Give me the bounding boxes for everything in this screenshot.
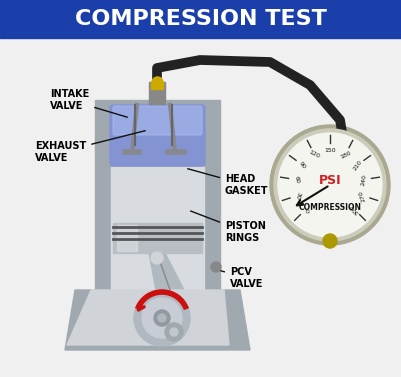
Bar <box>117 225 137 251</box>
Text: 210: 210 <box>351 159 362 171</box>
Bar <box>151 82 162 89</box>
Bar <box>149 82 164 104</box>
Text: 150: 150 <box>323 149 335 153</box>
Bar <box>111 167 203 290</box>
Circle shape <box>273 129 385 241</box>
Text: COMPRESSION: COMPRESSION <box>298 202 360 211</box>
Text: INTAKE
VALVE: INTAKE VALVE <box>50 89 127 117</box>
Circle shape <box>322 234 336 248</box>
Text: 90: 90 <box>298 160 306 170</box>
FancyBboxPatch shape <box>110 105 205 166</box>
Bar <box>0 0 401 38</box>
Text: EXHAUST
VALVE: EXHAUST VALVE <box>35 131 145 163</box>
Circle shape <box>277 133 381 237</box>
Text: 30: 30 <box>294 191 300 200</box>
Circle shape <box>269 125 389 245</box>
Circle shape <box>211 262 221 272</box>
Text: 300: 300 <box>347 203 359 215</box>
Bar <box>113 223 201 253</box>
Polygon shape <box>149 253 184 290</box>
Text: PCV
VALVE: PCV VALVE <box>220 267 263 289</box>
Text: COMPRESSION TEST: COMPRESSION TEST <box>75 9 326 29</box>
Circle shape <box>158 314 166 322</box>
Text: PSI: PSI <box>318 173 340 187</box>
Circle shape <box>134 290 190 346</box>
Circle shape <box>170 328 178 336</box>
Text: 240: 240 <box>359 173 366 186</box>
Text: 180: 180 <box>338 150 351 159</box>
Polygon shape <box>67 290 229 345</box>
Text: 270: 270 <box>357 189 366 202</box>
Polygon shape <box>65 290 249 350</box>
Text: 60: 60 <box>293 175 299 184</box>
FancyBboxPatch shape <box>113 106 201 135</box>
Bar <box>95 165 219 290</box>
Text: HEAD
GASKET: HEAD GASKET <box>187 169 268 196</box>
Text: PISTON
RINGS: PISTON RINGS <box>190 211 265 243</box>
Circle shape <box>142 298 182 338</box>
Bar <box>95 100 219 165</box>
Text: 0: 0 <box>302 206 308 212</box>
Circle shape <box>151 252 162 264</box>
Circle shape <box>164 323 182 341</box>
Circle shape <box>154 310 170 326</box>
Text: 120: 120 <box>308 150 320 159</box>
